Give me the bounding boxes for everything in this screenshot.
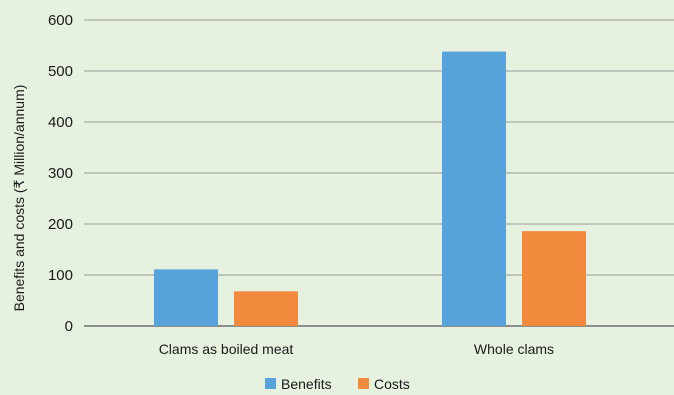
y-tick-labels: 0 100 200 300 400 500 600 [48, 12, 73, 335]
bar-benefits-0 [154, 269, 218, 326]
x-category-labels: Clams as boiled meat Whole clams [159, 341, 554, 357]
legend-swatch-benefits [265, 378, 276, 389]
bar-costs-0 [234, 291, 298, 326]
y-tick-label: 300 [48, 165, 73, 182]
y-tick-label: 100 [48, 267, 73, 284]
x-category-label: Whole clams [474, 341, 554, 357]
legend: Benefits Costs [265, 376, 410, 392]
y-tick-label: 600 [48, 12, 73, 29]
y-tick-label: 500 [48, 63, 73, 80]
x-category-label: Clams as boiled meat [159, 341, 294, 357]
y-tick-label: 400 [48, 114, 73, 131]
y-tick-label: 0 [65, 318, 73, 335]
legend-label-costs: Costs [374, 376, 410, 392]
legend-label-benefits: Benefits [281, 376, 332, 392]
bar-benefits-1 [442, 51, 506, 327]
y-tick-label: 200 [48, 216, 73, 233]
legend-swatch-costs [358, 378, 369, 389]
bar-costs-1 [522, 231, 586, 326]
y-axis-title: Benefits and costs (₹ Million/annum) [11, 85, 27, 312]
bars [154, 51, 586, 327]
